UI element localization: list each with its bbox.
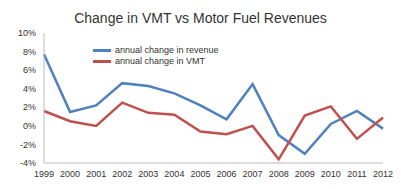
svg-text:4%: 4% bbox=[23, 84, 36, 94]
svg-text:0%: 0% bbox=[23, 121, 36, 131]
svg-text:2011: 2011 bbox=[347, 169, 366, 179]
svg-text:-2%: -2% bbox=[20, 140, 36, 150]
html-text:Change in VMT vs Motor Fuel Re: Change in VMT vs Motor Fuel Revenues bbox=[74, 10, 327, 26]
svg-text:1999: 1999 bbox=[34, 169, 54, 179]
svg-text:2%: 2% bbox=[23, 102, 36, 112]
html-text:annual change in VMT: annual change in VMT bbox=[115, 56, 206, 66]
svg-text:2006: 2006 bbox=[217, 169, 237, 179]
html-text:annual change in revenue: annual change in revenue bbox=[115, 45, 219, 55]
svg-text:2003: 2003 bbox=[138, 169, 158, 179]
svg-text:2010: 2010 bbox=[321, 169, 341, 179]
svg-text:2005: 2005 bbox=[190, 169, 210, 179]
svg-text:10%: 10% bbox=[18, 28, 36, 38]
svg-text:2008: 2008 bbox=[269, 169, 289, 179]
svg-text:-4%: -4% bbox=[20, 158, 36, 168]
svg-text:2001: 2001 bbox=[86, 169, 106, 179]
svg-text:2002: 2002 bbox=[112, 169, 132, 179]
svg-text:2012: 2012 bbox=[373, 169, 393, 179]
svg-text:2009: 2009 bbox=[295, 169, 315, 179]
svg-text:8%: 8% bbox=[23, 47, 36, 57]
svg-text:2004: 2004 bbox=[164, 169, 184, 179]
svg-text:6%: 6% bbox=[23, 65, 36, 75]
svg-text:2007: 2007 bbox=[243, 169, 263, 179]
svg-text:2000: 2000 bbox=[60, 169, 80, 179]
